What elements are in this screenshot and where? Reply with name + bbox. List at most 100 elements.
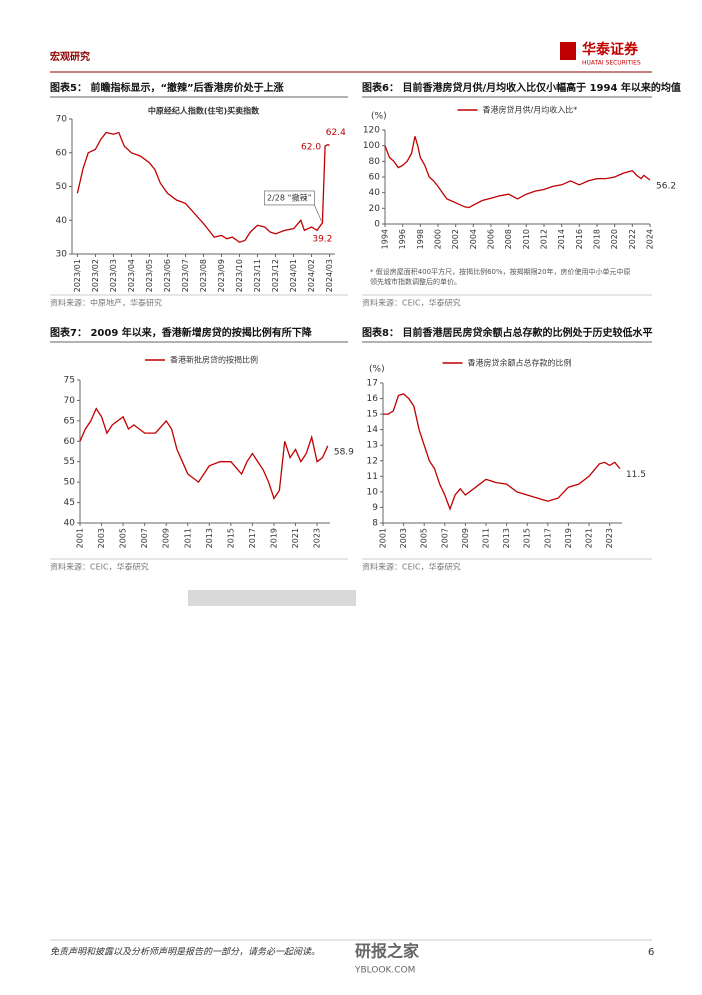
logo: 华泰证券: [582, 41, 639, 58]
footnote: 领先城市指数调整后的单价。: [370, 277, 461, 286]
x-tick-label: 2019: [564, 528, 573, 548]
x-tick-label: 2021: [585, 528, 594, 548]
y-unit: (%): [371, 112, 387, 122]
x-tick-label: 2007: [440, 528, 449, 548]
x-tick-label: 2024/02: [307, 259, 316, 292]
x-tick-label: 2023/04: [127, 259, 136, 292]
y-tick-label: 40: [369, 188, 381, 198]
end-label: 58.9: [334, 447, 354, 457]
end-label: 56.2: [656, 181, 676, 191]
source: 资料来源：CEIC，华泰研究: [50, 562, 149, 572]
y-tick-label: 9: [372, 503, 378, 513]
x-tick-label: 2010: [522, 229, 531, 249]
x-tick-label: 2000: [434, 229, 443, 249]
x-tick-label: 2013: [205, 528, 214, 548]
watermark-url: YBLOOK.COM: [354, 966, 415, 976]
y-tick-label: 80: [369, 157, 381, 167]
x-tick-label: 2023: [313, 528, 322, 548]
annotation: 62.4: [326, 128, 346, 138]
logo-en: HUATAI SECURITIES: [582, 60, 641, 67]
logo-icon: [560, 42, 576, 60]
y-tick-label: 70: [64, 396, 76, 406]
footnote: * 假设房屋面积400平方尺，按揭比例60%，按揭期限20年，房价使用中小单元中…: [370, 267, 631, 276]
source: 资料来源：中原地产，华泰研究: [50, 298, 162, 308]
x-tick-label: 2019: [269, 528, 278, 548]
y-tick-label: 11: [367, 472, 378, 482]
x-tick-label: 1996: [398, 229, 407, 249]
y-tick-label: 16: [367, 394, 379, 404]
x-tick-label: 2023/02: [91, 259, 100, 292]
chart-title: 中原经纪人指数(住宅)买卖指数: [148, 106, 260, 116]
x-tick-label: 2023/05: [145, 259, 154, 292]
end-label: 11.5: [626, 470, 646, 480]
y-tick-label: 60: [64, 437, 76, 447]
y-tick-label: 75: [64, 376, 75, 386]
x-tick-label: 2023/06: [163, 259, 172, 292]
x-tick-label: 2023/09: [217, 259, 226, 292]
callout-arrow: [314, 204, 322, 222]
y-tick-label: 0: [374, 220, 380, 230]
x-tick-label: 2023/07: [181, 259, 190, 292]
disclaimer: 免责声明和披露以及分析师声明是报告的一部分，请务必一起阅读。: [50, 947, 320, 958]
x-tick-label: 2023: [605, 528, 614, 548]
watermark: 研报之家: [355, 942, 420, 961]
gray-bar: [188, 590, 356, 606]
x-tick-label: 2011: [183, 528, 192, 548]
y-tick-label: 8: [372, 519, 378, 529]
y-tick-label: 45: [64, 498, 75, 508]
x-tick-label: 2013: [502, 528, 511, 548]
y-tick-label: 60: [56, 148, 68, 158]
caption: 图表7： 2009 年以来，香港新增房贷的按揭比例有所下降: [50, 326, 313, 339]
y-tick-label: 15: [367, 410, 378, 420]
x-tick-label: 2024: [646, 229, 655, 249]
x-tick-label: 2007: [140, 528, 149, 548]
x-tick-label: 2003: [97, 528, 106, 548]
x-tick-label: 2015: [226, 528, 235, 548]
page-number: 6: [648, 947, 654, 958]
caption: 图表5： 前瞻指标显示，“撤辣”后香港房价处于上涨: [50, 81, 284, 94]
x-tick-label: 2023/01: [73, 259, 82, 292]
x-tick-label: 2018: [593, 229, 602, 249]
series-line: [79, 407, 329, 500]
y-tick-label: 20: [369, 204, 381, 214]
x-tick-label: 2011: [482, 528, 491, 548]
series-line: [76, 131, 330, 243]
section: 宏观研究: [50, 50, 90, 63]
callout-box: [264, 190, 315, 206]
x-tick-label: 2016: [575, 229, 584, 249]
x-tick-label: 2020: [610, 229, 619, 249]
source: 资料来源：CEIC，华泰研究: [362, 562, 461, 572]
y-tick-label: 40: [64, 519, 76, 529]
y-tick-label: 10: [367, 487, 379, 497]
legend-label: 香港房贷余额占总存款的比例: [468, 358, 572, 368]
series-line: [384, 136, 651, 209]
x-tick-label: 2023/03: [109, 259, 118, 292]
y-tick-label: 65: [64, 416, 75, 426]
y-unit: (%): [369, 365, 385, 375]
y-tick-label: 14: [367, 425, 379, 435]
x-tick-label: 2023/11: [253, 259, 262, 292]
y-tick-label: 100: [363, 141, 380, 151]
y-tick-label: 50: [56, 182, 68, 192]
annotation: 2/28 “撤辣”: [267, 192, 312, 202]
y-tick-label: 60: [369, 173, 381, 183]
source: 资料来源：CEIC，华泰研究: [362, 298, 461, 308]
y-tick-label: 70: [56, 115, 68, 125]
y-tick-label: 120: [363, 126, 380, 136]
x-tick-label: 2009: [162, 528, 171, 548]
x-tick-label: 2001: [76, 528, 85, 548]
x-tick-label: 2004: [469, 229, 478, 249]
x-tick-label: 1994: [381, 229, 390, 249]
y-tick-label: 55: [64, 457, 75, 467]
x-tick-label: 2022: [628, 229, 637, 249]
annotation: 62.0: [301, 143, 321, 153]
x-tick-label: 2003: [399, 528, 408, 548]
y-tick-label: 12: [367, 456, 378, 466]
caption: 图表8： 目前香港居民房贷余额占总存款的比例处于历史较低水平: [362, 326, 652, 339]
x-tick-label: 2023/12: [271, 259, 280, 292]
x-tick-label: 2002: [451, 229, 460, 249]
x-tick-label: 2021: [291, 528, 300, 548]
x-tick-label: 2015: [523, 528, 532, 548]
x-tick-label: 2017: [248, 528, 257, 548]
